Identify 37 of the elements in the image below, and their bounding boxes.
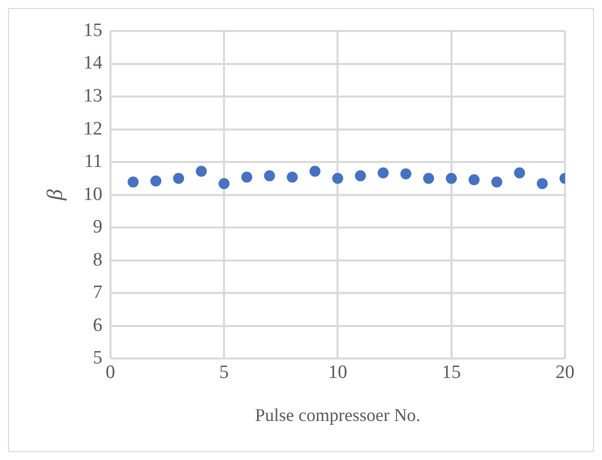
x-tick-label: 0 [106, 362, 116, 383]
x-tick-label: 20 [556, 362, 574, 383]
x-tick-label: 5 [219, 362, 229, 383]
y-tick-label: 9 [92, 216, 102, 238]
y-tick-label: 14 [83, 52, 103, 74]
y-tick-label: 6 [92, 314, 102, 336]
point [468, 174, 480, 186]
x-axis-title: Pulse compressoer No. [254, 404, 420, 425]
point [378, 167, 389, 178]
point [400, 168, 412, 180]
point [332, 172, 344, 184]
point [354, 170, 366, 182]
point [514, 167, 526, 178]
point [264, 170, 276, 182]
point [491, 176, 502, 188]
y-tick-label: 10 [83, 184, 102, 205]
point [423, 172, 434, 184]
point [241, 172, 252, 183]
point [286, 172, 298, 183]
y-tick-label: 15 [83, 20, 102, 41]
point [173, 172, 184, 184]
point [150, 176, 162, 187]
y-axis-title: β [42, 189, 67, 202]
y-tick-label: 12 [83, 118, 102, 140]
y-tick-label: 7 [92, 282, 102, 304]
y-tick-label: 5 [92, 348, 102, 369]
x-tick-label: 15 [442, 362, 461, 383]
x-tick-label: 10 [328, 362, 348, 383]
point [196, 166, 207, 177]
point [446, 172, 457, 184]
point [128, 176, 139, 188]
y-tick-label: 11 [84, 151, 102, 172]
point [536, 178, 548, 190]
point [218, 178, 230, 190]
y-tick-label: 13 [83, 86, 102, 107]
point [309, 166, 320, 177]
y-tick-label: 8 [92, 249, 102, 270]
